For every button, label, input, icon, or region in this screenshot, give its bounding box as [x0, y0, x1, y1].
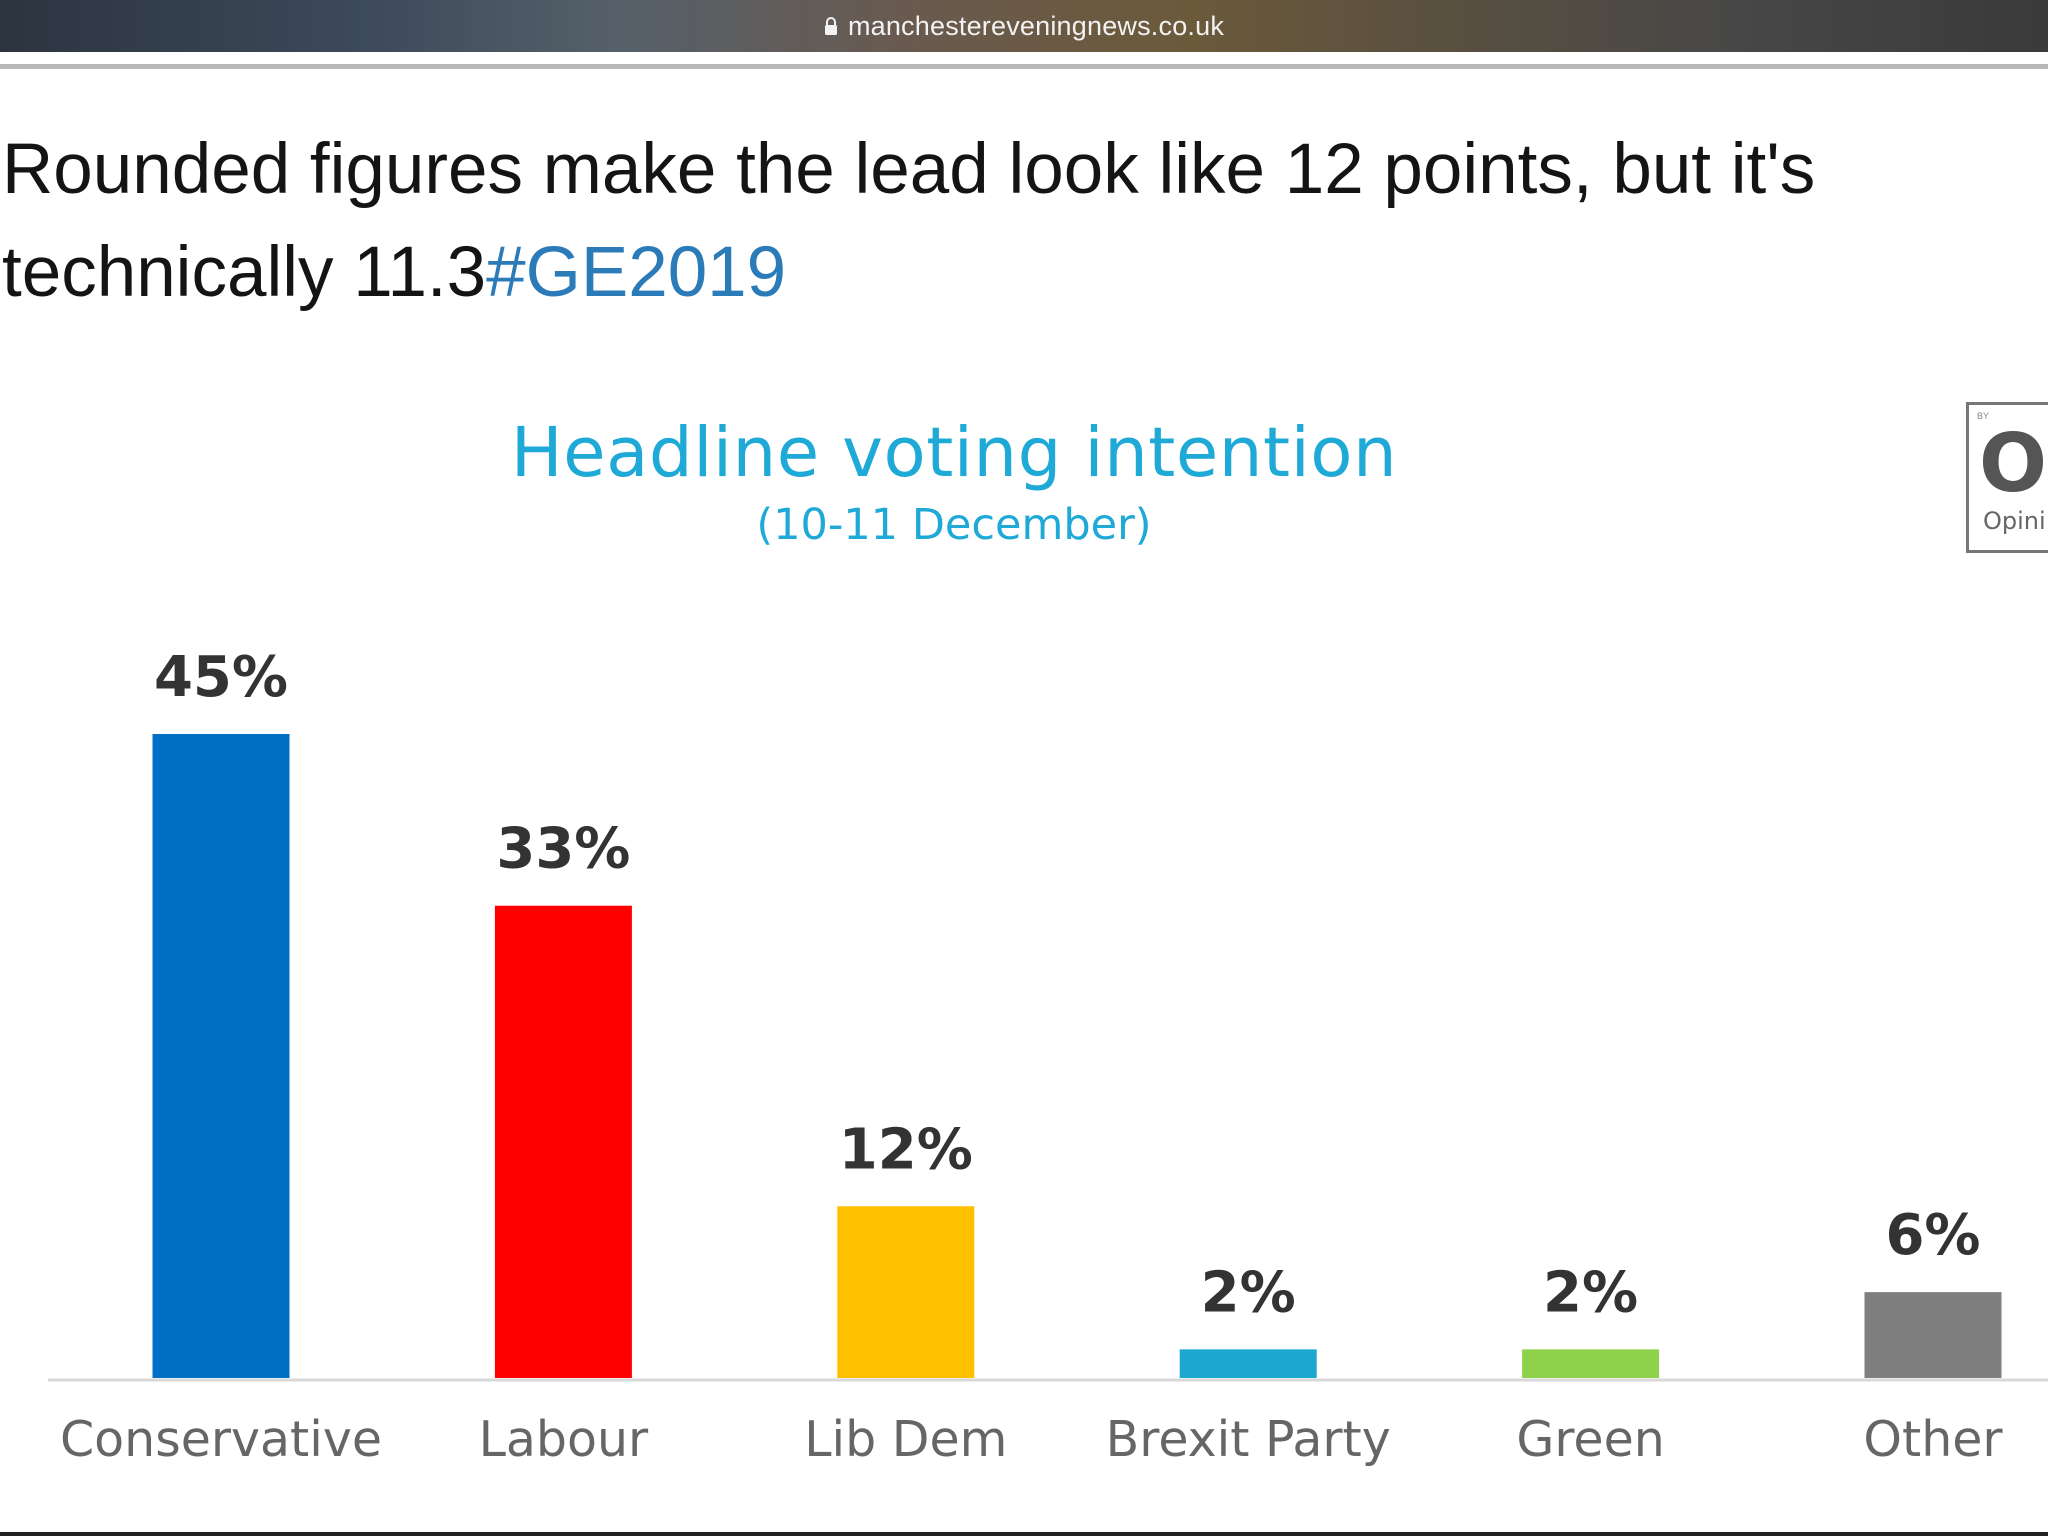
category-label: Other [1863, 1411, 2003, 1468]
data-label: 2% [1201, 1260, 1296, 1325]
bar-other [1864, 1292, 2002, 1378]
category-label: Brexit Party [1106, 1411, 1391, 1468]
logo-mark: O [1979, 417, 2048, 510]
address-bar-divider [0, 64, 2048, 69]
bar-lib-dem [837, 1206, 975, 1378]
category-label: Lib Dem [804, 1411, 1007, 1468]
pollster-logo: BY O Opini [1966, 402, 2048, 553]
tweet-text: Rounded figures make the lead look like … [2, 118, 2032, 324]
bar-green [1522, 1349, 1660, 1378]
data-label: 6% [1885, 1203, 1980, 1268]
data-label: 12% [839, 1117, 973, 1182]
data-label: 33% [496, 817, 630, 882]
bar-brexit-party [1179, 1349, 1317, 1378]
bar-labour [494, 905, 632, 1378]
bar-chart: 45% Conservative 33% Labour 12% Lib Dem 2% Brex… [48, 645, 2048, 1468]
logo-word: Opini [1983, 507, 2046, 535]
hashtag-link[interactable]: #GE2019 [486, 233, 787, 312]
logo-by-text: BY [1977, 411, 1990, 421]
url-text: manchestereveningnews.co.uk [847, 10, 1225, 41]
data-label: 45% [154, 645, 288, 710]
data-label: 2% [1543, 1260, 1638, 1325]
chart-title: Headline voting intention [510, 413, 1398, 493]
chart-subtitle: (10-11 December) [756, 500, 1152, 550]
category-label: Green [1516, 1411, 1664, 1468]
bottom-edge [0, 1532, 2048, 1536]
address-bar[interactable]: manchestereveningnews.co.uk [0, 0, 2048, 52]
category-label: Labour [479, 1411, 649, 1468]
chart-image: Headline voting intention (10-11 Decembe… [0, 380, 2048, 1536]
category-label: Conservative [60, 1411, 382, 1468]
tweet-body: Rounded figures make the lead look like … [2, 130, 1816, 312]
lock-icon [824, 17, 837, 35]
bar-conservative [152, 734, 290, 1378]
